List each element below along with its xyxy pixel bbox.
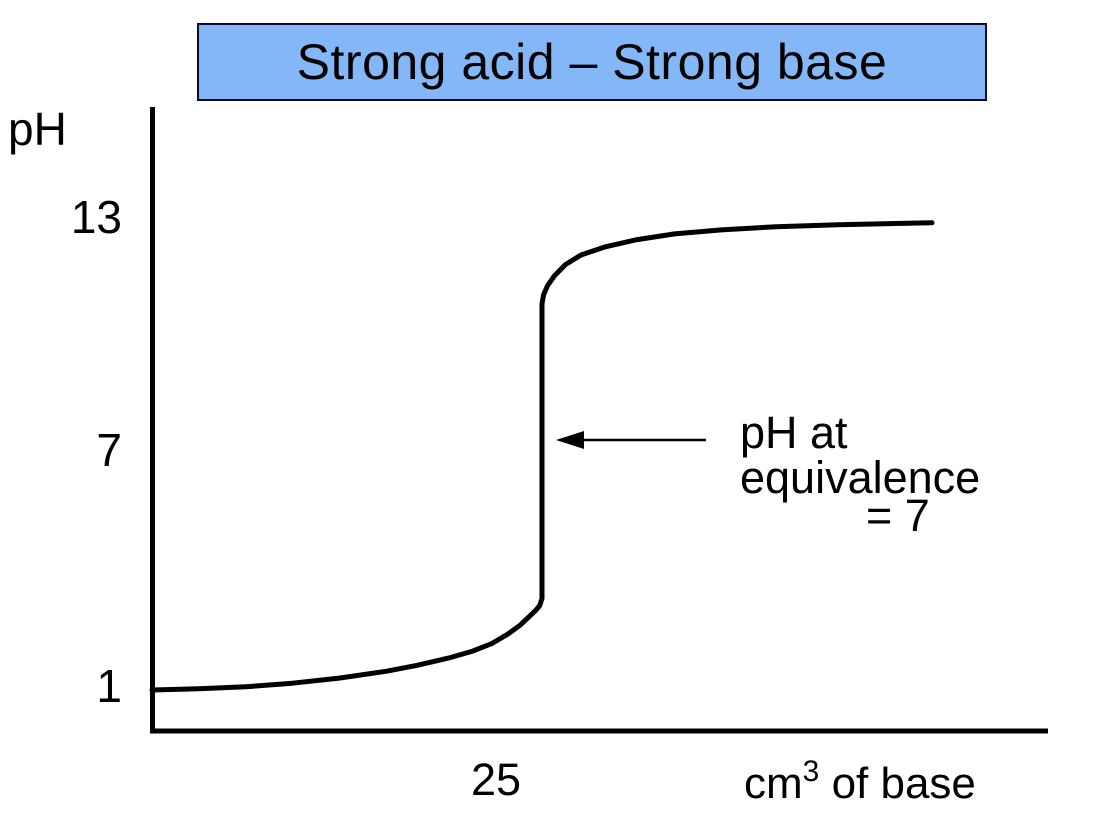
y-tick-13: 13 (70, 191, 122, 243)
x-axis-title-main: cm (744, 759, 803, 808)
chart-title: Strong acid – Strong base (296, 34, 888, 90)
annotation-text: pH at equivalence (740, 407, 981, 503)
x-axis-title: cm3 of base (744, 757, 976, 808)
x-tick-25: 25 (470, 754, 522, 805)
x-axis-title-superscript: 3 (802, 755, 820, 788)
title-banner: Strong acid – Strong base (197, 23, 987, 101)
equivalence-arrowhead-icon (556, 431, 584, 449)
titration-curve (149, 220, 935, 693)
y-axis-title: pH (8, 103, 67, 155)
y-tick-7: 7 (96, 424, 122, 476)
y-tick-1: 1 (96, 660, 122, 712)
annotation-value: = 7 (866, 490, 930, 541)
x-axis-title-rest: of base (819, 759, 976, 808)
